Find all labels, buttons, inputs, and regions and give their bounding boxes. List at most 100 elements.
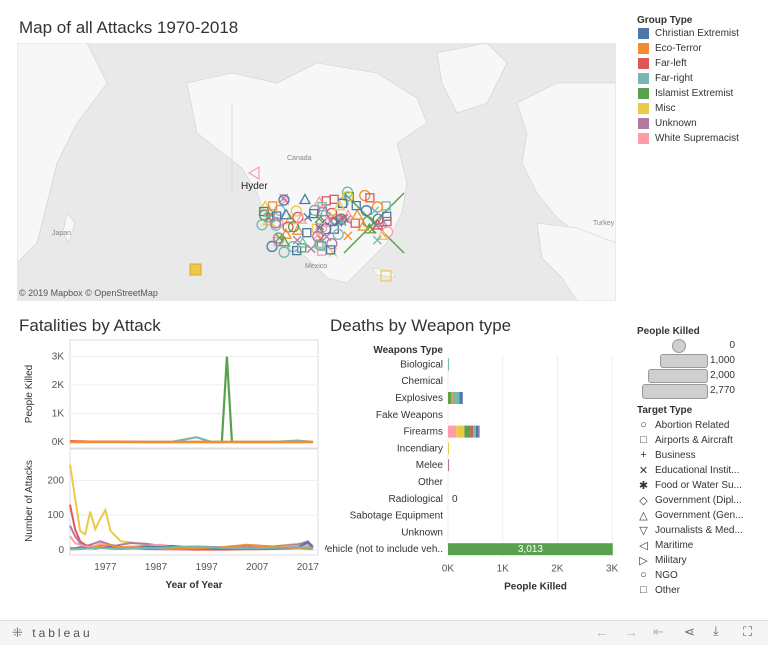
map-marker[interactable] xyxy=(309,208,319,219)
map-marker[interactable] xyxy=(326,238,338,250)
target-legend-item[interactable]: △ Government (Gen... xyxy=(638,509,743,522)
map-marker[interactable] xyxy=(371,201,384,213)
group-legend-item[interactable]: Unknown xyxy=(638,118,697,129)
map-marker[interactable] xyxy=(297,243,307,253)
download-icon[interactable]: ⤓ xyxy=(713,623,719,638)
bar-segment[interactable] xyxy=(448,459,450,472)
target-legend-item[interactable]: □ Other xyxy=(638,584,680,596)
map-marker[interactable] xyxy=(370,206,380,216)
series-line[interactable] xyxy=(69,464,314,549)
group-legend-item[interactable]: Far-right xyxy=(638,73,693,84)
target-legend-item[interactable]: ✱ Food or Water Su... xyxy=(638,479,742,492)
bar-segment[interactable] xyxy=(452,392,460,404)
map-marker[interactable] xyxy=(296,236,309,248)
map-marker[interactable] xyxy=(317,207,328,217)
bar-segment[interactable] xyxy=(448,543,613,556)
hawaii-marker[interactable] xyxy=(189,263,202,276)
hyder-marker[interactable] xyxy=(247,165,260,181)
map-marker[interactable] xyxy=(321,216,334,228)
map-marker[interactable] xyxy=(372,235,382,245)
map-marker[interactable] xyxy=(287,221,300,233)
bar-segment[interactable] xyxy=(451,392,453,404)
map-marker[interactable] xyxy=(381,226,394,238)
bar-segment[interactable] xyxy=(473,425,476,438)
map-marker[interactable] xyxy=(267,201,278,211)
map-marker[interactable] xyxy=(292,245,302,256)
map-marker[interactable] xyxy=(328,247,338,257)
map-marker[interactable] xyxy=(357,219,370,231)
bar-segment[interactable] xyxy=(448,392,452,404)
map-marker[interactable] xyxy=(316,246,327,256)
map-marker[interactable] xyxy=(341,209,355,221)
map-marker[interactable] xyxy=(266,240,278,253)
group-legend-item[interactable]: Islamist Extremist xyxy=(638,88,733,99)
bar-segment[interactable] xyxy=(448,358,449,371)
group-legend-item[interactable]: Christian Extremist xyxy=(638,28,739,39)
attack-map[interactable]: Canada Mexico Japan Turkey Hyder © 2019 … xyxy=(17,43,616,301)
map-marker[interactable] xyxy=(315,223,325,233)
bar-segment[interactable] xyxy=(464,425,471,438)
share-icon[interactable]: ⋖ xyxy=(684,624,695,639)
weapons-chart[interactable]: Weapons Type 0K 1K 2K 3K Biological Chemical Ex… xyxy=(325,336,630,596)
puerto-rico-marker[interactable] xyxy=(380,270,392,282)
map-marker[interactable] xyxy=(298,193,312,205)
bar-segment[interactable] xyxy=(456,425,465,438)
map-marker[interactable] xyxy=(278,194,290,206)
map-marker[interactable] xyxy=(259,206,269,217)
map-marker[interactable] xyxy=(376,228,389,240)
undo-icon[interactable]: ← xyxy=(595,624,609,640)
bar-segment[interactable] xyxy=(448,442,449,455)
map-marker[interactable] xyxy=(280,208,293,220)
map-marker[interactable] xyxy=(279,193,289,203)
series-line[interactable] xyxy=(70,356,313,444)
target-legend-item[interactable]: ○ NGO xyxy=(638,569,678,581)
map-marker[interactable] xyxy=(291,223,305,235)
map-marker[interactable] xyxy=(342,190,354,203)
bar-segment[interactable] xyxy=(448,425,457,438)
group-legend-item[interactable]: Misc xyxy=(638,103,676,114)
map-marker[interactable] xyxy=(306,244,316,254)
map-marker[interactable] xyxy=(290,205,302,217)
fullscreen-icon[interactable]: ⛶ xyxy=(743,624,753,639)
map-marker[interactable] xyxy=(360,205,372,217)
map-marker[interactable] xyxy=(269,217,282,229)
fatalities-chart[interactable]: 0K 1K 2K 3K People Killed 0 100 200 Number of At… xyxy=(0,336,325,596)
map-marker[interactable] xyxy=(337,217,347,227)
map-marker[interactable] xyxy=(312,230,324,243)
tableau-logo[interactable]: ⁜ tableau xyxy=(12,625,93,641)
series-line[interactable] xyxy=(70,545,314,550)
revert-icon[interactable]: ⇤ xyxy=(653,624,664,639)
map-marker[interactable] xyxy=(335,213,347,225)
map-marker[interactable] xyxy=(351,208,364,220)
map-marker[interactable] xyxy=(279,227,293,239)
bar-segment[interactable] xyxy=(470,425,474,438)
map-attribution[interactable]: © 2019 Mapbox © OpenStreetMap xyxy=(19,288,158,298)
map-marker[interactable] xyxy=(351,200,361,211)
bar-segment[interactable] xyxy=(475,425,479,438)
map-marker[interactable] xyxy=(295,212,308,224)
map-marker[interactable] xyxy=(333,199,346,211)
redo-icon[interactable]: → xyxy=(624,624,638,640)
group-legend-item[interactable]: White Supremacist xyxy=(638,133,739,144)
map-marker[interactable] xyxy=(326,245,336,255)
map-marker[interactable] xyxy=(278,235,291,247)
target-legend-item[interactable]: ✕ Educational Instit... xyxy=(638,464,740,477)
target-legend-item[interactable]: ▷ Military xyxy=(638,554,686,567)
bar-segment[interactable] xyxy=(478,425,480,438)
map-marker[interactable] xyxy=(371,218,384,230)
target-legend-item[interactable]: ◇ Government (Dipl... xyxy=(638,494,741,507)
target-legend-item[interactable]: ○ Abortion Related xyxy=(638,419,729,431)
target-legend-item[interactable]: ▽ Journalists & Med... xyxy=(638,524,743,537)
group-legend-item[interactable]: Eco-Terror xyxy=(638,43,702,54)
map-marker[interactable] xyxy=(343,231,353,241)
target-legend-item[interactable]: + Business xyxy=(638,449,695,461)
target-legend-item[interactable]: □ Airports & Aircraft xyxy=(638,434,733,446)
map-marker[interactable] xyxy=(332,228,344,241)
map-marker[interactable] xyxy=(382,216,392,227)
bar-segment[interactable] xyxy=(459,392,463,404)
map-marker[interactable] xyxy=(302,228,312,238)
map-marker[interactable] xyxy=(278,246,290,258)
map-marker[interactable] xyxy=(313,195,326,207)
group-legend-item[interactable]: Far-left xyxy=(638,58,687,69)
map-marker[interactable] xyxy=(317,201,327,212)
